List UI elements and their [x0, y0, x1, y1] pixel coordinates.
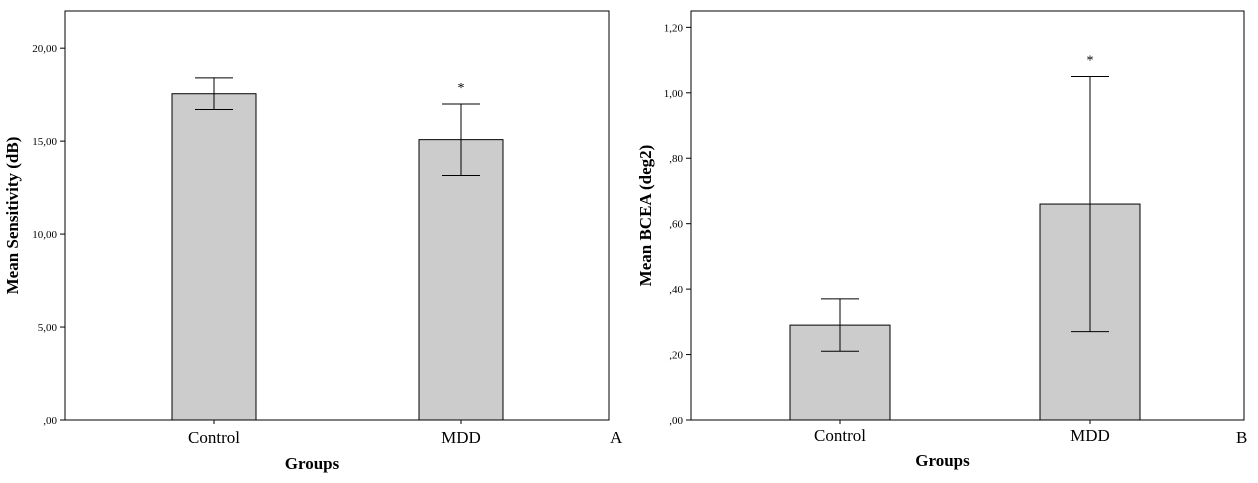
chart-panel-b: ,00 ,20 ,40 ,60 ,80 1,00 1,20 Control * MDD Groups… [636, 10, 1247, 470]
bar-mdd [418, 139, 504, 421]
x-axis-title: Groups [915, 451, 970, 470]
y-tick-label: ,60 [669, 219, 683, 231]
panel-letter: A [610, 428, 623, 447]
y-tick-label: 1,20 [664, 22, 684, 34]
x-category-label: Control [188, 428, 240, 447]
x-category-label: MDD [1070, 426, 1110, 445]
plot-frame [64, 10, 610, 421]
y-tick-label: 15,00 [32, 136, 57, 148]
x-category-label: MDD [441, 428, 481, 447]
y-tick-label: ,00 [669, 415, 683, 427]
y-tick-label: ,80 [669, 153, 683, 165]
y-tick-label: 5,00 [38, 322, 58, 334]
x-category-label: Control [814, 426, 866, 445]
y-tick-label: 1,00 [664, 88, 684, 100]
y-axis-title: Mean Sensitivity (dB) [3, 137, 22, 295]
y-tick-label: 20,00 [32, 43, 57, 55]
chart-panel-a: ,00 5,00 10,00 15,00 20,00 Control * MDD Groups M… [3, 10, 623, 473]
y-tick-label: ,40 [669, 284, 683, 296]
significance-marker: * [458, 81, 465, 96]
x-axis-title: Groups [285, 454, 340, 473]
y-tick-label: ,20 [669, 350, 683, 362]
y-axis-title: Mean BCEA (deg2) [636, 145, 655, 287]
y-tick-label: ,00 [43, 415, 57, 427]
bar-control [171, 93, 257, 421]
significance-marker: * [1087, 53, 1094, 68]
plot-frame [690, 10, 1245, 421]
y-tick-label: 10,00 [32, 229, 57, 241]
panel-letter: B [1236, 428, 1247, 447]
